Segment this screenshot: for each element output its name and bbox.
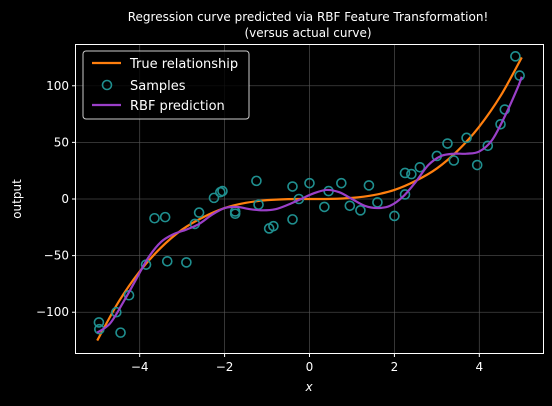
sample-point [149,212,160,224]
rbf-prediction-line [96,76,523,334]
y-tick-label: −100 [36,305,69,319]
sample-point [181,257,192,268]
legend-true-label: True relationship [129,57,238,72]
tick-labels: −4 −2 0 2 4 −100 −50 0 50 100 [36,79,483,374]
sample-point [159,211,171,223]
y-tick-label: 100 [46,79,69,93]
sample-point [461,132,472,144]
x-tick-label: −2 [216,360,234,374]
sample-point [363,180,375,191]
x-axis-label: x [304,380,313,394]
sample-point [471,159,483,171]
sample-point [514,70,525,81]
sample-point [304,177,315,189]
sample-point [336,177,347,189]
x-tick-label: 4 [475,360,483,374]
y-tick-label: 50 [54,135,69,149]
sample-point [414,161,426,173]
y-axis-label: output [10,179,24,219]
legend-samples-label: Samples [130,79,186,94]
sample-point [372,197,383,208]
sample-point [389,210,400,222]
sample-point [319,201,330,213]
sample-point [355,205,366,216]
sample-point [406,168,417,180]
plot-area [93,51,525,342]
sample-point [287,214,298,225]
sample-point [193,207,205,218]
legend: True relationship Samples RBF prediction [82,50,250,120]
plot-frame [75,44,544,354]
sample-point [510,51,521,62]
sample-point [217,185,228,197]
sample-point [482,140,494,152]
x-tick-label: −4 [131,360,149,374]
sample-point [344,200,356,212]
legend-box [82,50,250,120]
sample-point [495,118,506,130]
chart-title-line1: Regression curve predicted via RBF Featu… [128,10,489,24]
sample-point [442,138,453,149]
x-tick-label: 0 [306,360,314,374]
sample-point [115,327,126,338]
legend-rbf-label: RBF prediction [130,99,225,114]
sample-point [287,181,298,192]
sample-point [399,167,411,179]
legend-samples-swatch [101,79,113,91]
sample-point [268,220,279,232]
y-tick-label: −50 [44,249,69,263]
sample-point [161,255,173,267]
y-tick-label: 0 [61,192,69,206]
sample-point [251,175,262,187]
sample-point [448,155,460,166]
sample-point [111,306,122,318]
sample-point [399,189,411,200]
x-tick-label: 2 [391,360,399,374]
sample-point [93,317,105,328]
chart-title-line2: (versus actual curve) [244,26,371,40]
sample-point [208,192,220,204]
